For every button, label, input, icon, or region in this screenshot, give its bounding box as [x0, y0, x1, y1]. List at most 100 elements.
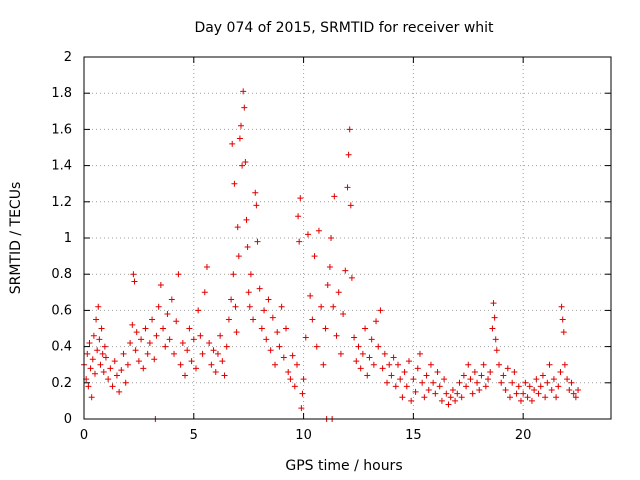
data-point — [265, 296, 272, 303]
data-point — [206, 339, 213, 346]
data-point — [487, 368, 494, 375]
data-point — [335, 289, 342, 296]
data-point — [309, 316, 316, 323]
y-tick-label: 1 — [64, 231, 72, 246]
data-point — [135, 358, 142, 365]
data-point — [295, 213, 302, 220]
data-point — [500, 372, 507, 379]
data-point — [572, 394, 579, 401]
y-tick-label: 0 — [64, 412, 72, 427]
data-point — [101, 343, 108, 350]
data-point — [465, 361, 472, 368]
data-point — [345, 151, 352, 158]
data-point — [229, 140, 236, 147]
data-point — [452, 397, 459, 404]
data-point — [263, 336, 270, 343]
data-point — [89, 356, 96, 363]
data-point — [570, 390, 577, 397]
data-point — [353, 358, 360, 365]
data-point — [242, 158, 249, 165]
data-point — [283, 325, 290, 332]
data-point — [526, 383, 533, 390]
data-point — [105, 376, 112, 383]
data-point — [379, 365, 386, 372]
data-point — [561, 361, 568, 368]
data-point — [366, 354, 373, 361]
data-point — [342, 267, 349, 274]
data-point — [138, 336, 145, 343]
data-point — [144, 350, 151, 357]
data-point — [460, 372, 467, 379]
data-point — [528, 397, 535, 404]
data-point — [425, 387, 432, 394]
data-point — [311, 253, 318, 260]
data-point — [287, 376, 294, 383]
data-point — [230, 271, 237, 278]
data-point — [192, 365, 199, 372]
x-tick-label: 10 — [295, 428, 312, 443]
data-point — [504, 365, 511, 372]
data-point — [546, 361, 553, 368]
data-point — [509, 379, 516, 386]
data-point — [109, 383, 116, 390]
x-tick-label: 15 — [405, 428, 422, 443]
axis-ticks — [83, 56, 611, 420]
data-point — [166, 336, 173, 343]
data-point — [344, 184, 351, 191]
data-point — [234, 224, 241, 231]
y-tick-label: 0.2 — [51, 376, 72, 391]
y-tick-label: 1.2 — [51, 195, 72, 210]
data-point — [373, 318, 380, 325]
data-point — [201, 289, 208, 296]
data-point — [471, 368, 478, 375]
data-point — [517, 397, 524, 404]
data-point — [550, 376, 557, 383]
data-point — [333, 332, 340, 339]
data-point — [377, 307, 384, 314]
data-point — [397, 376, 404, 383]
data-point — [485, 376, 492, 383]
data-point — [274, 329, 281, 336]
data-point — [120, 350, 127, 357]
data-point — [493, 347, 500, 354]
data-point — [175, 271, 182, 278]
y-tick-labels: 0 0.2 0.4 0.6 0.8 1 1.2 1.4 1.6 1.8 2 — [51, 50, 72, 427]
data-point — [173, 318, 180, 325]
data-point — [370, 361, 377, 368]
data-point — [197, 332, 204, 339]
data-point — [544, 379, 551, 386]
data-point — [302, 334, 309, 341]
data-point — [449, 387, 456, 394]
data-point — [93, 316, 100, 323]
data-point — [86, 339, 93, 346]
data-point — [364, 372, 371, 379]
y-tick-label: 0.4 — [51, 340, 72, 355]
data-point — [467, 376, 474, 383]
data-point — [575, 387, 582, 394]
data-point — [491, 314, 498, 321]
data-point — [272, 361, 279, 368]
data-point — [330, 303, 337, 310]
data-point — [184, 347, 191, 354]
data-point — [458, 394, 465, 401]
y-tick-label: 1.6 — [51, 122, 72, 137]
data-point — [430, 379, 437, 386]
data-point — [250, 316, 257, 323]
x-tick-label: 5 — [190, 428, 198, 443]
data-point — [146, 339, 153, 346]
data-point — [362, 325, 369, 332]
data-point — [412, 388, 419, 395]
data-point — [107, 365, 114, 372]
x-tick-label: 0 — [80, 428, 88, 443]
data-point — [513, 390, 520, 397]
data-point — [231, 180, 238, 187]
data-point — [96, 336, 103, 343]
data-point — [401, 368, 408, 375]
data-point — [87, 365, 94, 372]
grid-lines — [84, 57, 611, 419]
data-point — [171, 350, 178, 357]
data-point — [346, 126, 353, 133]
x-tick-label: 20 — [515, 428, 532, 443]
data-point — [533, 376, 540, 383]
data-point — [236, 135, 243, 142]
